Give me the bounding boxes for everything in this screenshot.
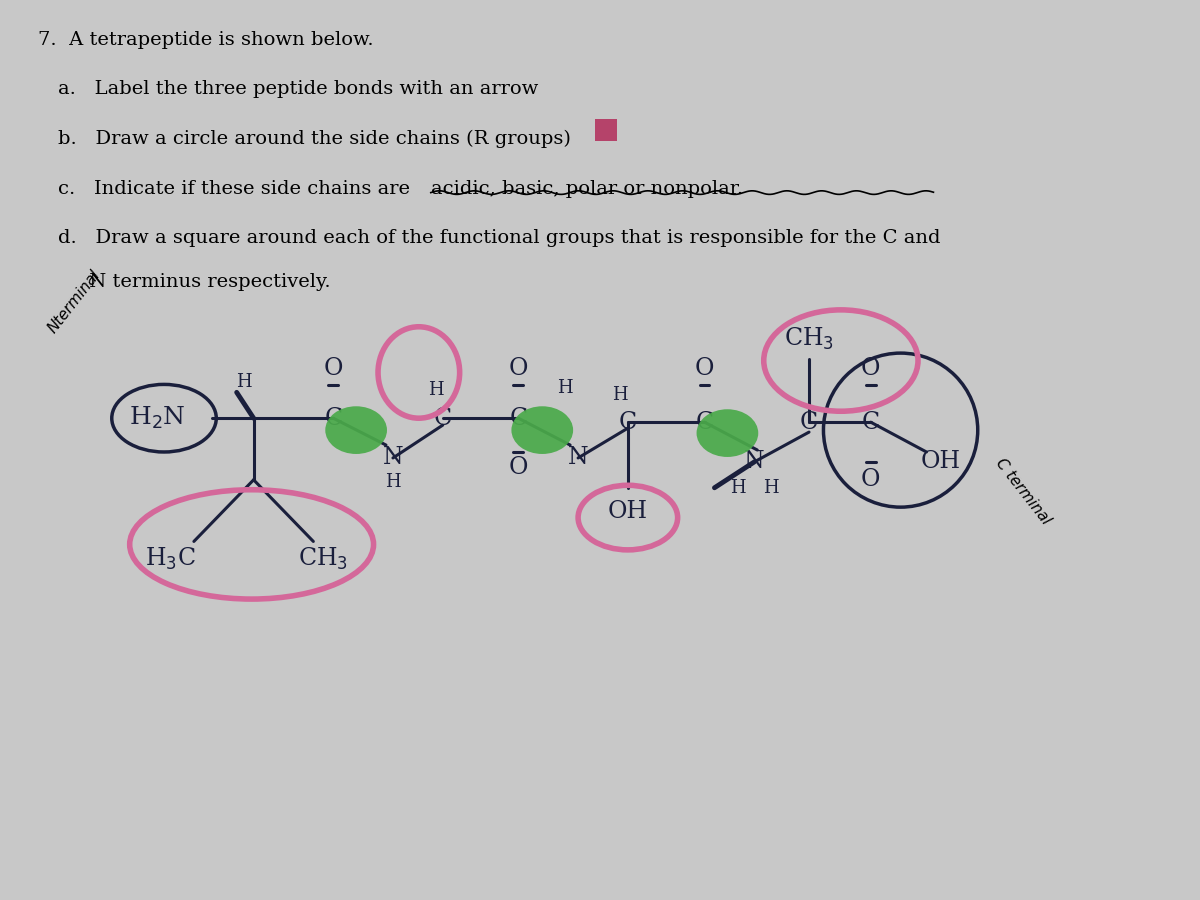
Text: d.   Draw a square around each of the functional groups that is responsible for : d. Draw a square around each of the func…	[58, 230, 940, 248]
Text: H: H	[612, 386, 628, 404]
Text: O: O	[860, 357, 881, 380]
Text: 7.  A tetrapeptide is shown below.: 7. A tetrapeptide is shown below.	[37, 31, 373, 49]
Text: acidic, basic, polar or nonpolar.: acidic, basic, polar or nonpolar.	[431, 180, 743, 198]
Text: CH$_3$: CH$_3$	[784, 326, 834, 352]
Text: H: H	[730, 479, 745, 497]
Text: H$_3$C: H$_3$C	[145, 546, 196, 572]
Text: Nterminal: Nterminal	[46, 267, 103, 336]
Text: O: O	[509, 456, 528, 480]
Text: O: O	[324, 357, 343, 380]
Text: O: O	[509, 357, 528, 380]
Text: H: H	[236, 374, 252, 392]
Text: C: C	[509, 407, 528, 429]
Ellipse shape	[696, 410, 758, 457]
Text: C: C	[619, 410, 637, 434]
Text: N: N	[744, 450, 764, 473]
Text: H: H	[385, 472, 401, 490]
Text: OH: OH	[920, 450, 960, 473]
Text: C: C	[433, 407, 451, 429]
Text: H: H	[428, 382, 444, 400]
Text: OH: OH	[608, 500, 648, 523]
Text: C terminal: C terminal	[992, 455, 1054, 527]
Bar	[595, 119, 617, 141]
Ellipse shape	[325, 406, 386, 454]
Text: a.   Label the three peptide bonds with an arrow: a. Label the three peptide bonds with an…	[58, 80, 538, 98]
Text: N: N	[383, 446, 403, 470]
Text: C: C	[324, 407, 342, 429]
Text: H: H	[557, 380, 572, 398]
Text: c.   Indicate if these side chains are: c. Indicate if these side chains are	[58, 180, 415, 198]
Text: b.   Draw a circle around the side chains (R groups): b. Draw a circle around the side chains …	[58, 130, 570, 148]
Text: O: O	[695, 357, 714, 380]
Text: O: O	[860, 468, 881, 491]
Text: CH$_3$: CH$_3$	[299, 546, 348, 572]
Text: N: N	[568, 446, 588, 470]
Text: H: H	[763, 479, 779, 497]
Text: C: C	[862, 410, 880, 434]
Text: N terminus respectively.: N terminus respectively.	[58, 273, 330, 291]
Ellipse shape	[511, 406, 574, 454]
Text: C: C	[696, 410, 714, 434]
Text: H$_2$N: H$_2$N	[128, 405, 185, 431]
Text: C: C	[800, 410, 818, 434]
